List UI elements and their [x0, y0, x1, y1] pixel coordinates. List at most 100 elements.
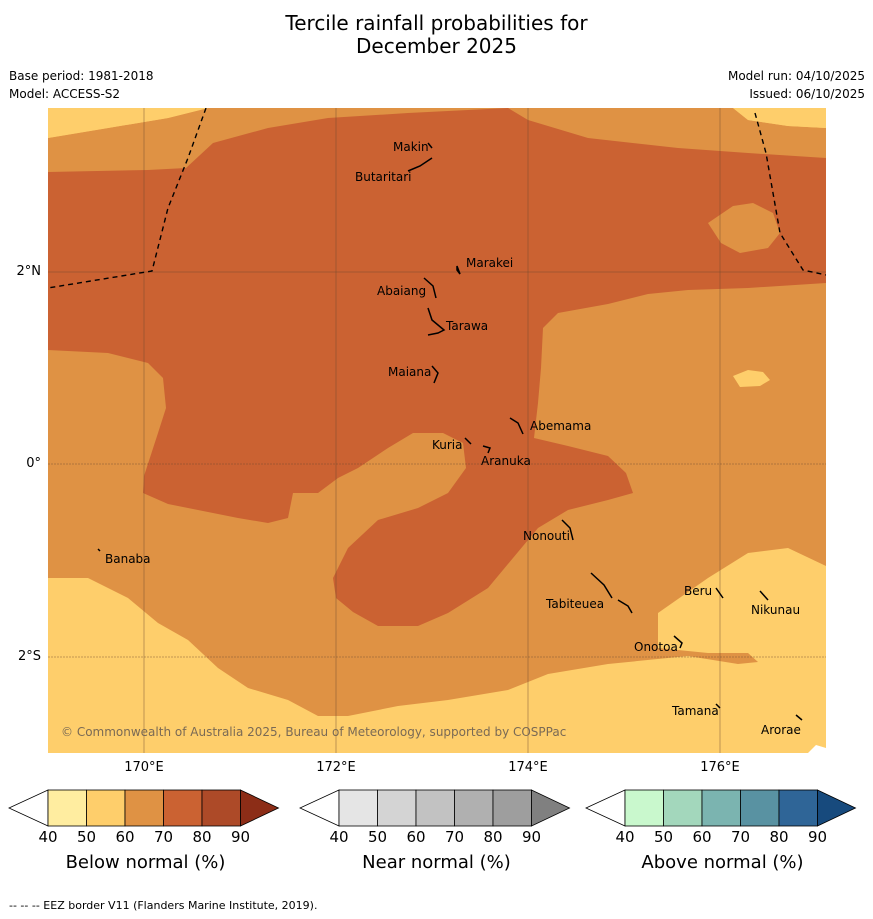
label-aranuka: Aranuka [481, 454, 531, 468]
base-period: Base period: 1981-2018 [9, 69, 154, 83]
label-tamana: Tamana [671, 704, 719, 718]
colorbar-near-segment [338, 789, 378, 827]
label-butaritari: Butaritari [355, 170, 412, 184]
colorbar-above-segment [701, 789, 741, 827]
title-line-2: December 2025 [356, 34, 517, 58]
colorbar-near-graphic [299, 789, 571, 827]
label-marakei: Marakei [466, 256, 513, 270]
colorbar-above-tick: 80 [769, 828, 789, 846]
island-nonouti [561, 519, 574, 541]
label-kuria: Kuria [432, 438, 463, 452]
colorbar-above-segment [663, 789, 703, 827]
island-marakei [456, 265, 461, 275]
colorbar-near-tick: 40 [329, 828, 349, 846]
colorbar-near-tick: 60 [406, 828, 426, 846]
island-arorae [795, 714, 803, 721]
colorbar-below-tick: 80 [192, 828, 212, 846]
eez-border [48, 108, 826, 289]
colorbar-above-tick: 50 [653, 828, 674, 846]
eez-footnote: -- -- -- EEZ border V11 (Flanders Marine… [9, 899, 318, 912]
map-title: Tercile rainfall probabilities for Decem… [0, 12, 873, 58]
lon-label-176e: 176°E [700, 760, 740, 775]
colorbar-above-low-extend [585, 789, 626, 827]
model-run: Model run: 04/10/2025 [727, 69, 865, 83]
graticule [48, 108, 826, 753]
lon-label-174e: 174°E [508, 760, 548, 775]
island-makin [427, 142, 433, 149]
prob-40-50-corner-nw [48, 108, 208, 138]
island-tamana [715, 703, 721, 709]
island-nikunau [759, 590, 769, 601]
lat-label-0: 0° [26, 456, 41, 471]
colorbar-below-tick: 70 [153, 828, 174, 846]
colorbar-below-tick: 40 [38, 828, 58, 846]
colorbar-near-high-extend [531, 789, 571, 827]
colorbar-below-tick: 90 [230, 828, 251, 846]
lat-label-2s: 2°S [17, 649, 41, 664]
prob-60-70-region [48, 108, 826, 626]
label-beru: Beru [684, 584, 712, 598]
issued-date: Issued: 06/10/2025 [749, 87, 865, 101]
lat-label-2n: 2°N [16, 264, 42, 279]
island-tabiteuea-south [617, 599, 633, 614]
island-beru [715, 587, 724, 599]
colorbar-below-tick: 50 [76, 828, 97, 846]
meta-left: Base period: 1981-2018 Model: ACCESS-S2 [9, 67, 154, 103]
colorbar-near-segment [415, 789, 455, 827]
colorbar-near-tick: 70 [444, 828, 465, 846]
prob-40-50-blob-east [733, 370, 770, 387]
place-labels: Makin Butaritari Marakei Abaiang Tarawa … [105, 140, 801, 737]
colorbar-near-segment [454, 789, 494, 827]
colorbar-below-segment [47, 789, 87, 827]
colorbar-above-high-extend [817, 789, 857, 827]
lon-label-170e: 170°E [124, 760, 164, 775]
rainfall-map: Makin Butaritari Marakei Abaiang Tarawa … [48, 108, 826, 753]
colorbar-above-tick: 70 [730, 828, 751, 846]
label-tarawa: Tarawa [445, 319, 488, 333]
colorbar-below-segment [124, 789, 164, 827]
colorbar-near-tick: 90 [521, 828, 542, 846]
colorbar-near-segment [377, 789, 417, 827]
island-abemama [509, 417, 524, 435]
islands [97, 142, 803, 721]
colorbar-near-tick: 80 [483, 828, 503, 846]
island-butaritari [407, 157, 433, 172]
island-tarawa [427, 307, 446, 336]
label-banaba: Banaba [105, 552, 151, 566]
colorbar-above-segment [778, 789, 818, 827]
colorbar-above-segment [740, 789, 780, 827]
island-aranuka [482, 445, 492, 454]
colorbar-above-tick: 60 [692, 828, 712, 846]
colorbar-above-title: Above normal (%) [641, 852, 804, 873]
title-line-1: Tercile rainfall probabilities for [285, 11, 588, 35]
eez-border-east [754, 112, 826, 276]
island-abaiang [423, 277, 437, 299]
island-onotoa [673, 635, 683, 649]
colorbar-below-high-extend [240, 789, 280, 827]
colorbar-below-low-extend [8, 789, 49, 827]
colorbar-above: 40 50 60 70 80 90 Above normal (%) [585, 788, 860, 873]
label-nonouti: Nonouti [523, 529, 570, 543]
island-banaba [97, 548, 101, 552]
label-abaiang: Abaiang [377, 284, 426, 298]
colorbar-near-low-extend [299, 789, 340, 827]
label-tabiteuea: Tabiteuea [545, 597, 604, 611]
prob-50-60-blob-ne [708, 203, 780, 253]
copyright-notice: © Commonwealth of Australia 2025, Bureau… [61, 725, 566, 739]
label-arorae: Arorae [761, 723, 801, 737]
lon-label-172e: 172°E [316, 760, 356, 775]
island-tabiteuea [590, 572, 613, 599]
island-maiana [431, 365, 439, 384]
eez-border-west [48, 108, 207, 289]
colorbar-near-segment [492, 789, 532, 827]
colorbar-below-tick: 60 [115, 828, 135, 846]
label-onotoa: Onotoa [634, 640, 678, 654]
colorbar-above-tick: 40 [615, 828, 635, 846]
colorbar-near-title: Near normal (%) [362, 852, 511, 873]
island-kuria [464, 437, 472, 445]
model-name: Model: ACCESS-S2 [9, 87, 121, 101]
label-abemama: Abemama [530, 419, 591, 433]
colorbar-below-segment [201, 789, 241, 827]
no-data-patch [808, 745, 826, 753]
colorbar-below-segment [86, 789, 126, 827]
